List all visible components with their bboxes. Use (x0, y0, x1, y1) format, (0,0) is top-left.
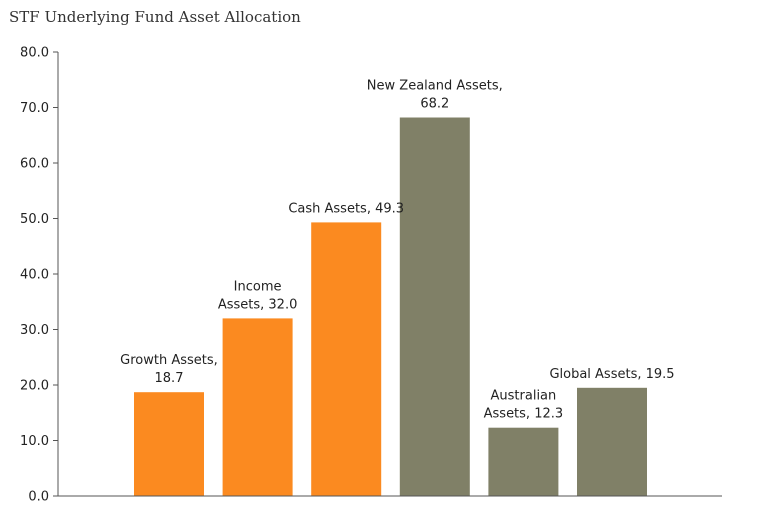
data-label: Cash Assets, 49.3 (288, 201, 404, 216)
data-label: 68.2 (420, 97, 449, 112)
bar-australian-assets (488, 427, 559, 496)
y-axis-ticks: 0.0 10.0 20.0 30.0 40.0 50.0 60.0 70.0 80.0 (20, 46, 58, 505)
y-tick-label: 20.0 (20, 379, 49, 394)
bars (134, 117, 647, 496)
data-labels: Growth Assets, 18.7 Income Assets, 32.0 Cash… (120, 79, 674, 422)
data-label: Growth Assets, (120, 353, 218, 368)
data-label: Australian (491, 389, 557, 404)
y-tick-label: 10.0 (20, 434, 49, 449)
data-label: 18.7 (155, 371, 184, 386)
y-tick-label: 60.0 (20, 157, 49, 172)
y-tick-label: 70.0 (20, 101, 49, 116)
bar-income-assets (222, 318, 293, 496)
data-label: Assets, 32.0 (218, 297, 298, 312)
chart-title: STF Underlying Fund Asset Allocation (9, 8, 301, 26)
bar-cash-assets (311, 222, 382, 496)
data-label: New Zealand Assets, (367, 79, 503, 94)
y-tick-label: 80.0 (20, 46, 49, 61)
data-label: Assets, 12.3 (484, 407, 564, 422)
y-tick-label: 0.0 (28, 490, 49, 505)
data-label: Global Assets, 19.5 (549, 367, 674, 382)
bar-growth-assets (134, 392, 204, 496)
data-label: Income (234, 279, 282, 294)
bar-global-assets (577, 387, 647, 496)
y-tick-label: 40.0 (20, 268, 49, 283)
y-tick-label: 50.0 (20, 212, 49, 227)
bar-new-zealand-assets (399, 117, 470, 496)
y-tick-label: 30.0 (20, 323, 49, 338)
